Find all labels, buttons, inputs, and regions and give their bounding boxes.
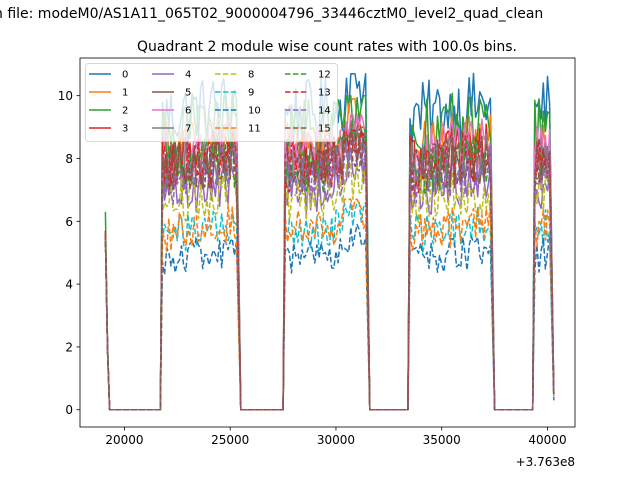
legend-label-15: 15 <box>318 124 331 135</box>
series-line-15 <box>104 132 555 411</box>
x-tick-label: 30000 <box>317 433 355 447</box>
x-tick-label: 25000 <box>211 433 249 447</box>
y-tick-label: 0 <box>65 403 73 417</box>
x-tick-label: 20000 <box>105 433 143 447</box>
legend-label-0: 0 <box>122 70 128 81</box>
legend-frame <box>85 63 338 142</box>
series-line-11 <box>104 198 555 411</box>
legend-label-6: 6 <box>185 106 191 117</box>
series-line-14 <box>104 142 555 411</box>
x-axis: 20000 25000 30000 35000 40000 <box>105 427 567 447</box>
legend-label-11: 11 <box>248 124 261 135</box>
legend-label-7: 7 <box>185 124 191 135</box>
y-tick-label: 10 <box>58 89 73 103</box>
y-tick-label: 6 <box>65 215 73 229</box>
y-tick-label: 2 <box>65 340 73 354</box>
y-tick-label: 4 <box>65 278 73 292</box>
x-offset-label: +3.763e8 <box>516 455 575 469</box>
legend-label-1: 1 <box>122 88 128 99</box>
legend-label-12: 12 <box>318 70 331 81</box>
series-line-10 <box>104 223 555 411</box>
legend-label-3: 3 <box>122 124 128 135</box>
x-tick-label: 35000 <box>423 433 461 447</box>
figure-suptitle: n file: modeM0/AS1A11_065T02_9000004796_… <box>0 6 543 22</box>
legend-label-13: 13 <box>318 88 331 99</box>
plot-area-frame <box>79 57 576 428</box>
x-tick-label: 40000 <box>528 433 566 447</box>
legend-label-5: 5 <box>185 88 191 99</box>
legend-label-10: 10 <box>248 106 261 117</box>
y-axis: 0 2 4 6 8 10 <box>58 89 80 417</box>
series-line-9 <box>104 201 555 411</box>
series-line-13 <box>104 129 555 411</box>
legend-label-9: 9 <box>248 88 254 99</box>
legend-label-14: 14 <box>318 106 331 117</box>
legend-label-2: 2 <box>122 106 128 117</box>
legend-label-8: 8 <box>248 70 254 81</box>
legend-label-4: 4 <box>185 70 191 81</box>
y-tick-label: 8 <box>65 152 73 166</box>
chart-title: Quadrant 2 module wise count rates with … <box>137 39 517 55</box>
